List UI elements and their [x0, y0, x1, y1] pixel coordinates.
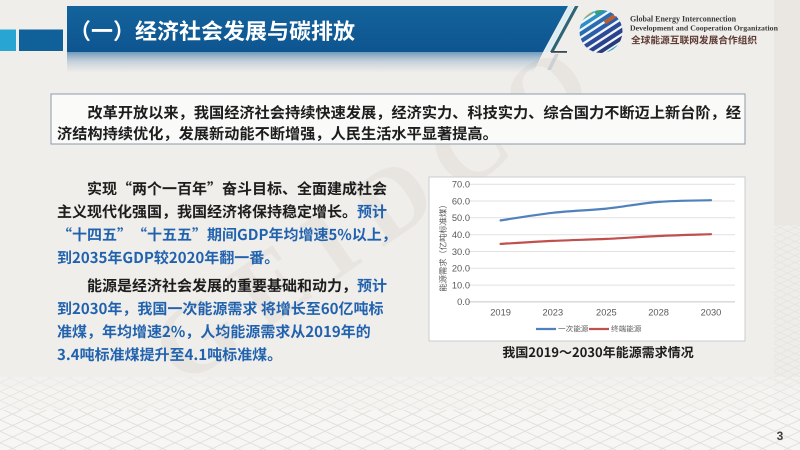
svg-text:Development and Cooperation Or: Development and Cooperation Organization: [630, 24, 779, 33]
svg-text:3: 3: [777, 429, 784, 443]
svg-text:2030: 2030: [701, 307, 722, 317]
svg-text:70.0: 70.0: [452, 180, 470, 190]
svg-text:30.0: 30.0: [452, 247, 470, 257]
svg-text:2019: 2019: [490, 307, 511, 317]
svg-text:40.0: 40.0: [452, 230, 470, 240]
svg-text:2028: 2028: [648, 307, 669, 317]
svg-text:2025: 2025: [596, 307, 617, 317]
svg-text:50.0: 50.0: [452, 213, 470, 223]
svg-text:20.0: 20.0: [452, 264, 470, 274]
svg-text:60.0: 60.0: [452, 196, 470, 206]
svg-text:Global Energy Interconnection: Global Energy Interconnection: [630, 15, 737, 24]
svg-text:0.0: 0.0: [457, 297, 470, 307]
svg-text:10.0: 10.0: [452, 280, 470, 290]
svg-text:2023: 2023: [542, 307, 563, 317]
